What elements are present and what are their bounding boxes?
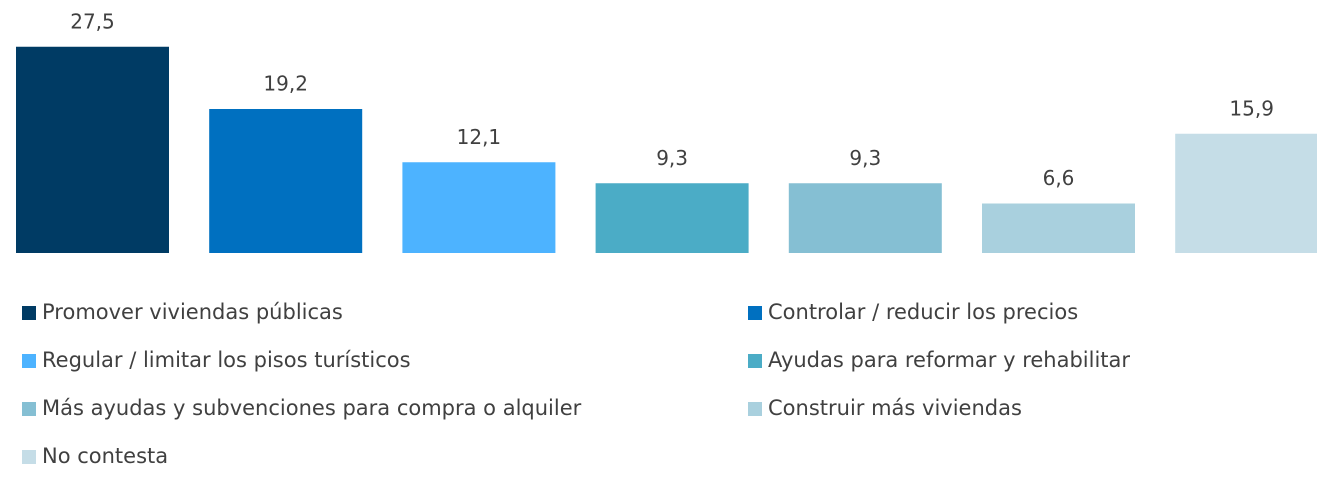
value-label: 6,6 bbox=[1043, 166, 1075, 190]
legend-swatch bbox=[22, 306, 36, 320]
value-label: 15,9 bbox=[1229, 96, 1274, 120]
bar bbox=[402, 162, 556, 253]
value-label: 12,1 bbox=[457, 125, 502, 149]
bar bbox=[788, 183, 942, 253]
value-label: 9,3 bbox=[849, 146, 881, 170]
value-label: 9,3 bbox=[656, 146, 688, 170]
legend-label: Controlar / reducir los precios bbox=[768, 300, 1078, 324]
bar bbox=[595, 183, 749, 253]
legend-label: Regular / limitar los pisos turísticos bbox=[42, 348, 411, 372]
value-label: 27,5 bbox=[70, 9, 115, 33]
legend-swatch bbox=[748, 402, 762, 416]
value-label: 19,2 bbox=[263, 72, 308, 96]
legend-label: No contesta bbox=[42, 444, 168, 468]
legend-label: Más ayudas y subvenciones para compra o … bbox=[42, 396, 582, 420]
legend-label: Construir más viviendas bbox=[768, 396, 1022, 420]
legend-swatch bbox=[748, 306, 762, 320]
legend-swatch bbox=[22, 402, 36, 416]
legend-swatch bbox=[22, 450, 36, 464]
legend-swatch bbox=[748, 354, 762, 368]
bar bbox=[209, 109, 363, 253]
legend-label: Promover viviendas públicas bbox=[42, 300, 343, 324]
legend-label: Ayudas para reformar y rehabilitar bbox=[768, 348, 1130, 372]
bar bbox=[1175, 133, 1317, 253]
bar bbox=[982, 203, 1135, 253]
bar bbox=[16, 46, 169, 253]
legend-swatch bbox=[22, 354, 36, 368]
